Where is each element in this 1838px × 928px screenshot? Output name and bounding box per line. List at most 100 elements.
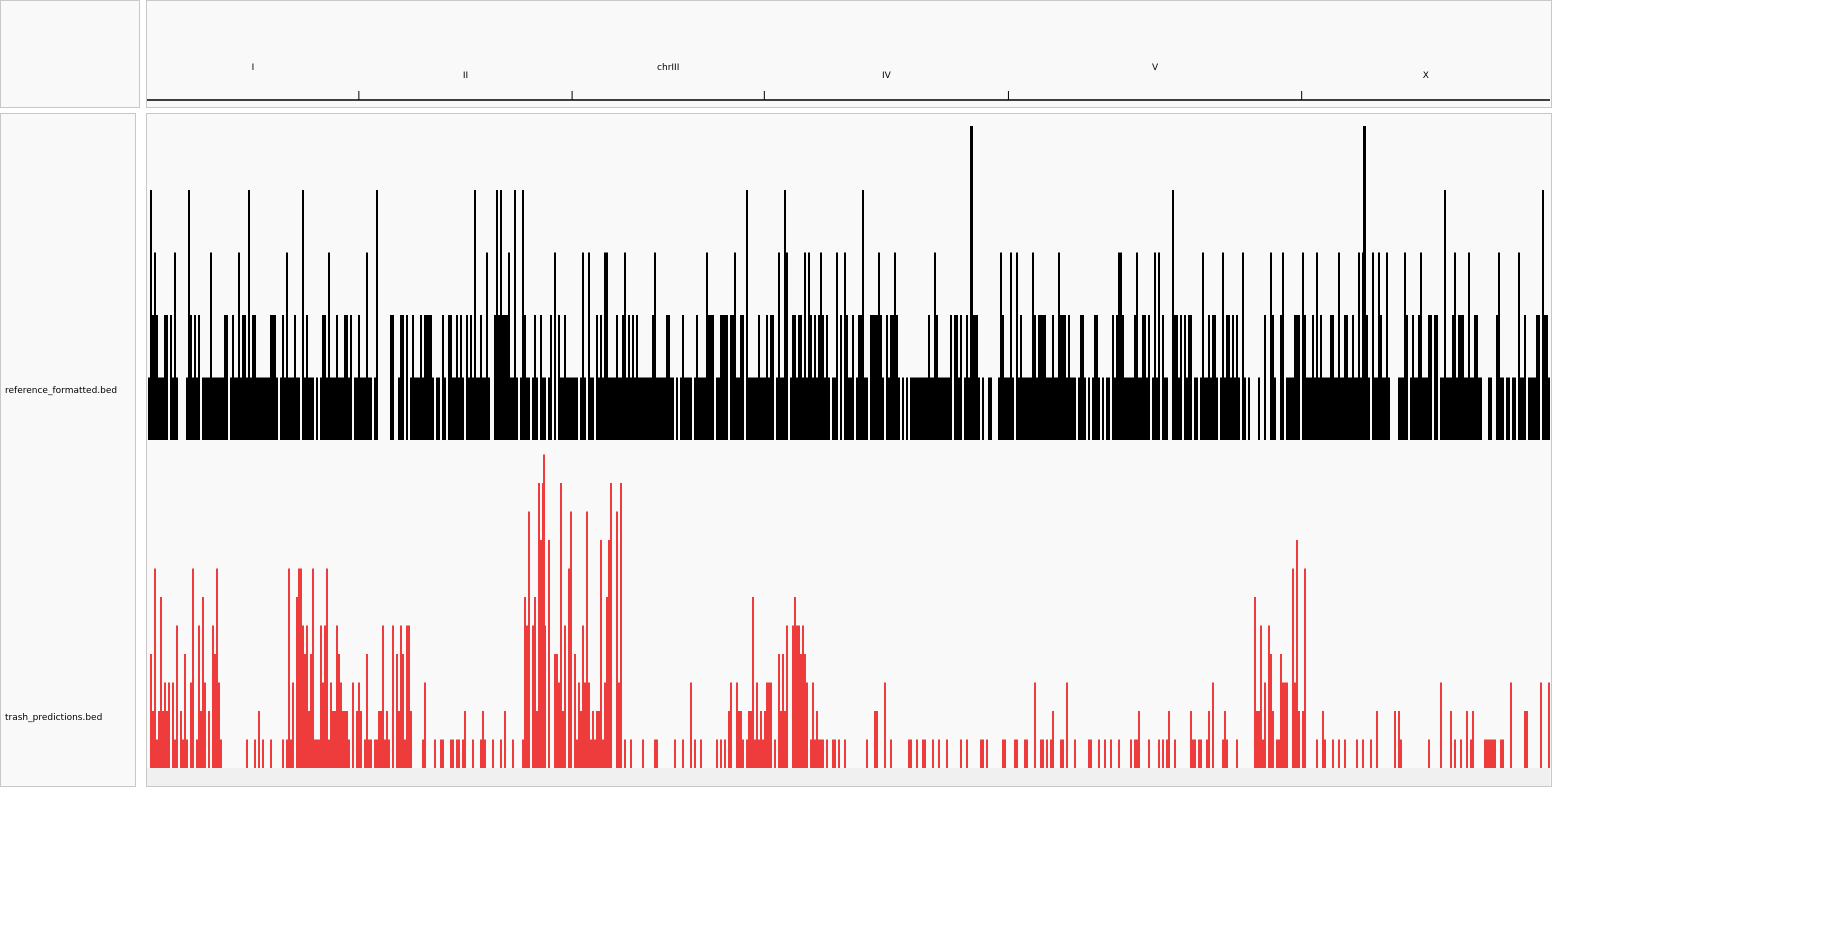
reference-feature-bar bbox=[1184, 315, 1186, 440]
prediction-feature-bar bbox=[910, 739, 912, 768]
reference-feature-bar bbox=[284, 377, 286, 440]
reference-feature-bar bbox=[316, 377, 318, 440]
reference-feature-bar bbox=[630, 377, 632, 440]
reference-feature-bar bbox=[458, 377, 460, 440]
reference-feature-bar bbox=[158, 377, 160, 440]
prediction-feature-bar bbox=[200, 711, 202, 768]
prediction-feature-bar bbox=[406, 625, 408, 768]
reference-feature-bar bbox=[1028, 377, 1030, 440]
reference-feature-bar bbox=[690, 377, 692, 440]
prediction-feature-bar bbox=[298, 568, 300, 768]
track-name-reference[interactable]: reference_formatted.bed bbox=[5, 386, 118, 396]
reference-feature-bar bbox=[1174, 315, 1176, 440]
reference-feature-bar bbox=[1448, 377, 1450, 440]
reference-feature-bar bbox=[442, 315, 444, 440]
prediction-feature-bar bbox=[336, 625, 338, 768]
reference-feature-bar bbox=[174, 252, 176, 440]
reference-feature-bar bbox=[664, 377, 666, 440]
prediction-feature-bar bbox=[690, 682, 692, 768]
data-panel[interactable] bbox=[146, 113, 1552, 787]
reference-feature-bar bbox=[592, 377, 594, 440]
reference-feature-bar bbox=[1242, 252, 1244, 440]
reference-feature-bar bbox=[654, 252, 656, 440]
reference-feature-bar bbox=[934, 252, 936, 440]
prediction-feature-bar bbox=[442, 739, 444, 768]
reference-feature-bar bbox=[1524, 315, 1526, 440]
prediction-feature-bar bbox=[388, 739, 390, 768]
reference-feature-bar bbox=[176, 377, 178, 440]
reference-feature-bar bbox=[644, 377, 646, 440]
prediction-feature-bar bbox=[376, 739, 378, 768]
reference-feature-bar bbox=[1118, 252, 1120, 440]
prediction-feature-bar bbox=[246, 739, 248, 768]
chromosome-label-iv[interactable]: IV bbox=[882, 71, 892, 81]
reference-feature-bar bbox=[154, 252, 156, 440]
prediction-feature-bar bbox=[308, 711, 310, 768]
track-names-panel: reference_formatted.bed trash_prediction… bbox=[0, 113, 136, 787]
prediction-feature-bar bbox=[184, 654, 186, 768]
reference-feature-bar bbox=[1416, 377, 1418, 440]
reference-feature-bar bbox=[210, 252, 212, 440]
reference-feature-bar bbox=[790, 377, 792, 440]
reference-feature-bar bbox=[256, 377, 258, 440]
prediction-feature-bar bbox=[360, 711, 362, 768]
reference-feature-bar bbox=[798, 315, 800, 440]
prediction-feature-bar bbox=[422, 739, 424, 768]
chromosome-label-x[interactable]: X bbox=[1423, 71, 1429, 81]
reference-feature-bar bbox=[886, 315, 888, 440]
prediction-feature-bar bbox=[1548, 682, 1550, 768]
reference-feature-bar bbox=[454, 377, 456, 440]
reference-feature-bar bbox=[436, 377, 438, 440]
reference-feature-bar bbox=[1232, 315, 1234, 440]
reference-feature-bar bbox=[1302, 252, 1304, 440]
prediction-feature-bar bbox=[1316, 739, 1318, 768]
prediction-feature-bar bbox=[1272, 711, 1274, 768]
prediction-feature-bar bbox=[764, 711, 766, 768]
reference-feature-bar bbox=[412, 315, 414, 440]
chromosome-label-ii[interactable]: II bbox=[463, 71, 468, 81]
prediction-feature-bar bbox=[1026, 739, 1028, 768]
reference-feature-bar bbox=[1310, 377, 1312, 440]
prediction-feature-bar bbox=[1090, 739, 1092, 768]
reference-feature-bar bbox=[1498, 252, 1500, 440]
reference-feature-bar bbox=[1320, 315, 1322, 440]
reference-feature-bar bbox=[978, 377, 980, 440]
prediction-feature-bar bbox=[578, 682, 580, 768]
prediction-feature-bar bbox=[774, 739, 776, 768]
reference-feature-bar bbox=[1106, 377, 1108, 440]
prediction-feature-bar bbox=[304, 654, 306, 768]
prediction-feature-bar bbox=[700, 739, 702, 768]
reference-feature-bar bbox=[1096, 315, 1098, 440]
prediction-feature-bar bbox=[1052, 711, 1054, 768]
reference-feature-bar bbox=[484, 377, 486, 440]
chromosome-ruler[interactable] bbox=[146, 0, 1552, 108]
reference-feature-bar bbox=[1324, 377, 1326, 440]
track-name-trash-predictions[interactable]: trash_predictions.bed bbox=[5, 713, 103, 723]
prediction-feature-bar bbox=[786, 625, 788, 768]
prediction-feature-bar bbox=[500, 739, 502, 768]
reference-feature-bar bbox=[1094, 315, 1096, 440]
reference-feature-bar bbox=[332, 377, 334, 440]
reference-feature-bar bbox=[668, 315, 670, 440]
prediction-feature-bar bbox=[1206, 739, 1208, 768]
reference-feature-bar bbox=[222, 377, 224, 440]
reference-feature-bar bbox=[1084, 377, 1086, 440]
prediction-feature-bar bbox=[204, 682, 206, 768]
chromosome-label-i[interactable]: I bbox=[252, 63, 255, 73]
reference-feature-bar bbox=[392, 315, 394, 440]
reference-feature-bar bbox=[1194, 377, 1196, 440]
reference-feature-bar bbox=[1488, 377, 1490, 440]
reference-feature-bar bbox=[1462, 315, 1464, 440]
chromosome-label-chriii[interactable]: chrIII bbox=[657, 63, 679, 73]
prediction-feature-bar bbox=[302, 625, 304, 768]
reference-feature-bar bbox=[698, 377, 700, 440]
reference-feature-bar bbox=[1478, 377, 1480, 440]
reference-feature-bar bbox=[238, 252, 240, 440]
reference-feature-bar bbox=[1000, 252, 1002, 440]
reference-feature-bar bbox=[1038, 315, 1040, 440]
chromosome-label-v[interactable]: V bbox=[1152, 63, 1159, 73]
prediction-feature-bar bbox=[404, 739, 406, 768]
prediction-feature-bar bbox=[748, 711, 750, 768]
reference-feature-bar bbox=[832, 377, 834, 440]
reference-feature-bar bbox=[1144, 315, 1146, 440]
